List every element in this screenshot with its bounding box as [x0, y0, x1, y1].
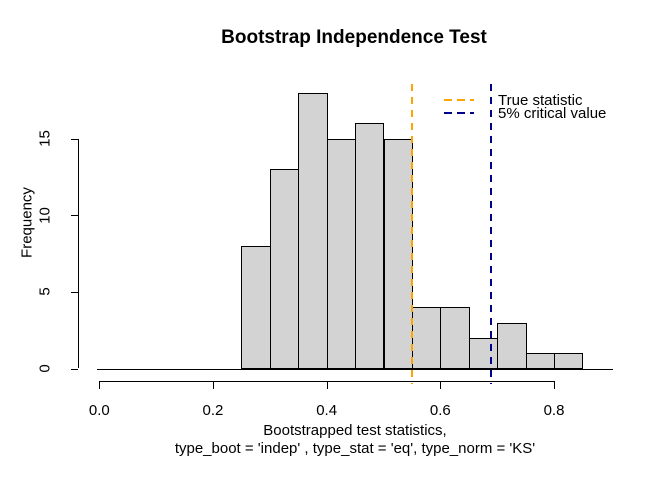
histogram-bar	[383, 138, 413, 370]
histogram-bar	[468, 337, 499, 370]
x-axis-tick	[99, 381, 101, 389]
histogram-bar	[411, 307, 442, 370]
y-axis	[78, 138, 79, 369]
x-axis-tick-label: 0.4	[316, 402, 338, 419]
histogram-bar	[497, 322, 527, 370]
histogram-bar	[241, 245, 271, 370]
x-axis-tick-label: 0.8	[543, 402, 565, 419]
x-axis-tick-label: 0.0	[88, 402, 110, 419]
y-axis-tick-label: 10	[36, 206, 54, 224]
histogram-bar	[269, 169, 300, 370]
critical-value-line	[490, 84, 493, 384]
x-axis-tick	[440, 381, 442, 389]
histogram-bar	[298, 92, 328, 370]
x-axis-tick	[554, 381, 556, 389]
legend-swatch-critical-value	[444, 112, 474, 114]
y-axis-tick	[71, 138, 78, 140]
x-axis-tick	[212, 381, 214, 389]
x-axis-tick-label: 0.2	[202, 402, 224, 419]
y-axis-tick-label: 0	[36, 364, 54, 373]
legend-swatch-true-statistic	[444, 99, 474, 101]
histogram-bar	[355, 123, 385, 370]
y-axis-tick-label: 5	[36, 287, 54, 297]
x-axis-tick	[326, 381, 328, 389]
y-axis-tick	[71, 368, 78, 370]
true-statistic-line	[410, 84, 413, 384]
y-axis-tick	[71, 291, 78, 293]
legend-label-critical-value: 5% critical value	[498, 105, 607, 122]
x-axis-label-line2: type_boot = 'indep' , type_stat = 'eq', …	[174, 440, 536, 457]
y-axis-tick	[71, 215, 78, 217]
legend-label-true-statistic: True statistic	[498, 92, 583, 109]
chart-title: Bootstrap Independence Test	[221, 27, 487, 48]
histogram-bar	[525, 353, 555, 370]
x-axis-tick-label: 0.6	[429, 402, 451, 419]
x-axis-label: Bootstrapped test statistics, type_boot …	[105, 422, 605, 458]
x-axis-label-line1: Bootstrapped test statistics,	[263, 422, 447, 439]
y-axis-tick-label: 15	[36, 130, 54, 147]
histogram-bar	[326, 138, 357, 370]
histogram-bar	[554, 353, 584, 370]
histogram-bar	[440, 307, 470, 370]
